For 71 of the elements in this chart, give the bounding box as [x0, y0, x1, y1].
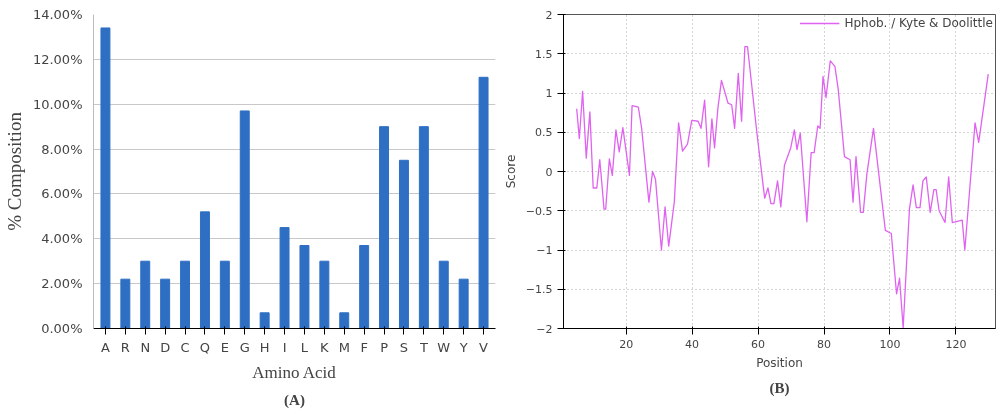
- y-tick-label: 4.00%: [41, 231, 83, 247]
- x-tick-label: V: [479, 339, 489, 355]
- y-tick-label: −0.5: [525, 204, 553, 218]
- legend-label: Hphob. / Kyte & Doolittle: [844, 16, 993, 30]
- y-tick-label: −1: [536, 244, 553, 257]
- x-tick-label: N: [140, 339, 151, 355]
- bar: [359, 245, 370, 329]
- y-axis-title: % Composition: [3, 111, 25, 231]
- bar: [339, 312, 350, 329]
- bar: [379, 126, 390, 329]
- y-tick-label: 0.5: [535, 126, 553, 140]
- y-axis-title: Score: [503, 154, 518, 189]
- x-tick-label: T: [418, 339, 428, 355]
- y-tick-label: 2: [545, 8, 553, 22]
- bar: [199, 211, 210, 329]
- x-tick-label: P: [380, 339, 389, 355]
- x-tick-label: Q: [199, 339, 211, 355]
- x-tick-label: Y: [458, 339, 468, 355]
- bar: [219, 260, 230, 329]
- bar: [279, 227, 290, 329]
- x-tick-label: M: [338, 339, 350, 355]
- x-tick-label: F: [360, 339, 368, 355]
- bar: [398, 159, 409, 329]
- bar: [319, 260, 330, 329]
- text: (A): [284, 391, 305, 409]
- y-tick-label: 1: [545, 87, 553, 100]
- x-tick-label: 100: [879, 337, 901, 351]
- x-tick-label: K: [320, 339, 330, 355]
- x-tick-label: S: [399, 339, 409, 355]
- x-tick-label: 120: [945, 337, 967, 351]
- x-tick-label: L: [300, 339, 309, 355]
- y-tick-label: 14.00%: [32, 7, 83, 22]
- bar: [140, 260, 151, 329]
- bar: [239, 110, 250, 329]
- x-axis-title: Amino Acid: [252, 362, 337, 382]
- bar: [418, 126, 429, 329]
- x-axis-title: Position: [756, 355, 803, 370]
- text: (B): [769, 379, 790, 397]
- y-tick-label: 6.00%: [41, 186, 83, 202]
- bar: [180, 260, 191, 329]
- x-tick-label: D: [160, 339, 171, 355]
- x-tick-label: G: [239, 339, 250, 355]
- y-tick-label: 12.00%: [32, 51, 83, 67]
- bar: [100, 27, 111, 329]
- x-tick-label: W: [437, 339, 451, 355]
- x-tick-label: A: [100, 339, 110, 355]
- x-tick-label: C: [180, 339, 190, 355]
- y-tick-label: 0.00%: [41, 321, 83, 336]
- x-tick-label: 80: [817, 337, 832, 351]
- y-tick-label: 8.00%: [41, 141, 83, 157]
- bar: [160, 278, 171, 329]
- bar: [120, 278, 131, 329]
- line-series: [576, 46, 989, 329]
- x-tick-label: 60: [751, 337, 766, 351]
- bar: [478, 76, 489, 329]
- y-tick-label: −2: [536, 322, 553, 336]
- y-tick-label: 10.00%: [32, 96, 83, 112]
- bar: [438, 260, 449, 329]
- x-tick-label: E: [220, 339, 229, 355]
- y-tick-label: 0: [545, 165, 553, 179]
- y-tick-label: −1.5: [525, 283, 553, 297]
- x-tick-label: 40: [685, 337, 700, 351]
- bar: [458, 278, 469, 329]
- x-tick-label: I: [282, 339, 287, 355]
- x-tick-label: R: [120, 339, 130, 355]
- x-tick-label: 20: [619, 337, 634, 351]
- bar: [259, 312, 270, 329]
- x-tick-label: H: [259, 339, 270, 355]
- y-tick-label: 1.5: [535, 47, 553, 61]
- y-tick-label: 2.00%: [41, 276, 83, 292]
- bar: [299, 245, 310, 329]
